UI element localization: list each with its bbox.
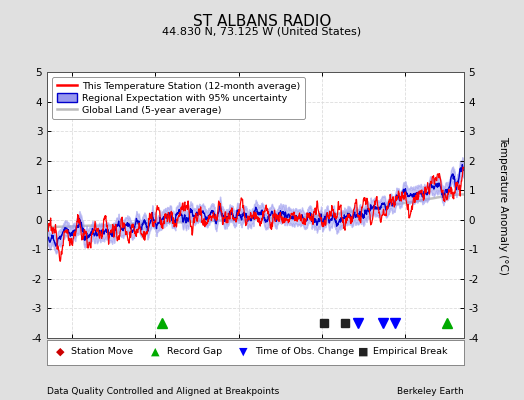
Y-axis label: Temperature Anomaly (°C): Temperature Anomaly (°C) — [498, 136, 508, 274]
Text: Station Move: Station Move — [71, 348, 134, 356]
Text: Empirical Break: Empirical Break — [373, 348, 448, 356]
Text: Time of Obs. Change: Time of Obs. Change — [255, 348, 354, 356]
Text: Data Quality Controlled and Aligned at Breakpoints: Data Quality Controlled and Aligned at B… — [47, 387, 279, 396]
Text: ◆: ◆ — [56, 347, 64, 357]
Text: 44.830 N, 73.125 W (United States): 44.830 N, 73.125 W (United States) — [162, 26, 362, 36]
Text: ▲: ▲ — [151, 347, 160, 357]
Legend: This Temperature Station (12-month average), Regional Expectation with 95% uncer: This Temperature Station (12-month avera… — [52, 77, 305, 119]
Text: ▼: ▼ — [239, 347, 247, 357]
Text: ■: ■ — [357, 347, 368, 357]
Text: ST ALBANS RADIO: ST ALBANS RADIO — [193, 14, 331, 29]
Text: Berkeley Earth: Berkeley Earth — [397, 387, 464, 396]
Text: Record Gap: Record Gap — [167, 348, 222, 356]
